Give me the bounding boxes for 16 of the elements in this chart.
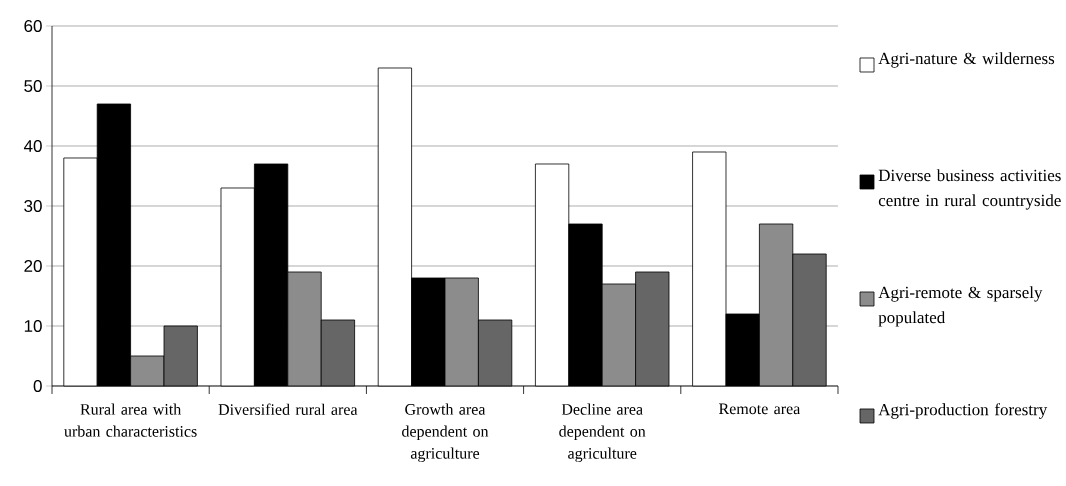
x-tick-label: Decline area dependent on agriculture (559, 403, 646, 463)
y-tick-label: 30 (24, 199, 42, 213)
y-tick-label: 50 (24, 79, 42, 93)
legend-label: Agri-production forestry (878, 403, 1048, 419)
y-tick-label: 10 (24, 319, 42, 333)
y-tick-label: 0 (33, 379, 42, 393)
legend-label: Agri-remote & sparsely populated (878, 286, 1043, 327)
x-tick-label: Rural area with urban characteristics (64, 403, 197, 437)
legend-label: Agri-nature & wilderness (878, 52, 1055, 68)
x-tick-label: Remote area (718, 403, 801, 415)
y-tick-label: 20 (24, 259, 42, 273)
x-tick-label: Diversified rural area (218, 403, 358, 415)
x-tick-label: Growth area dependent on agriculture (402, 403, 489, 463)
y-tick-label: 40 (23, 139, 42, 153)
y-tick-label: 60 (24, 19, 42, 33)
legend-label: Diverse business activities centre in rural countryside (878, 169, 1061, 210)
